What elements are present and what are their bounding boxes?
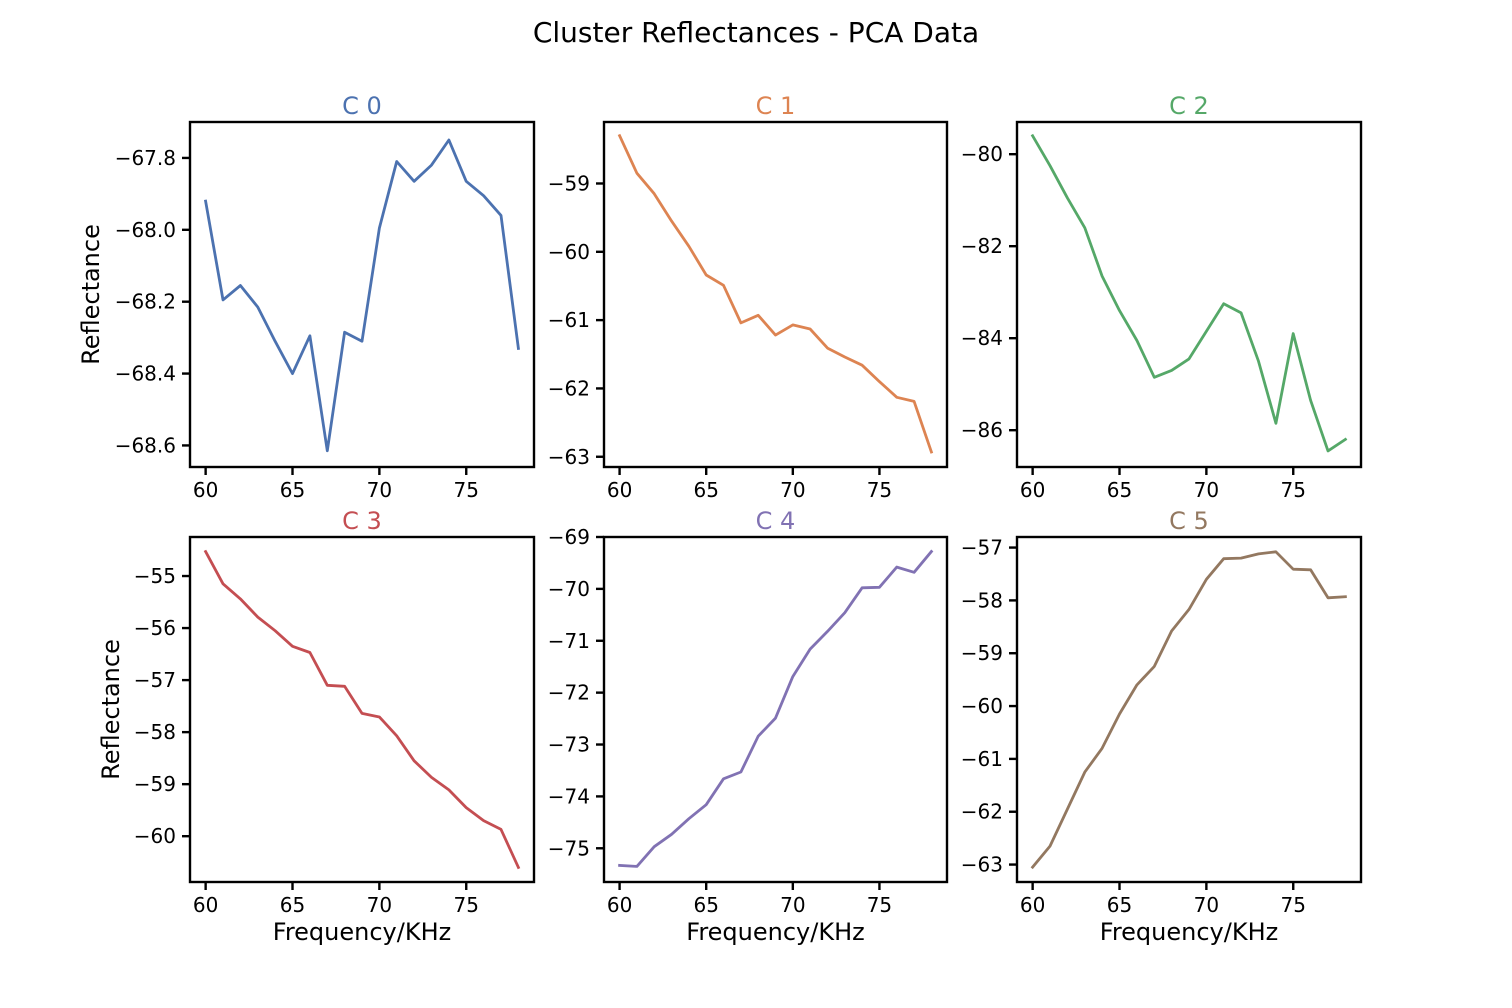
x-tick-label: 75 [1281,478,1306,502]
y-tick-label: −82 [961,234,1003,258]
y-tick-label: −55 [134,564,176,588]
y-tick-label: −61 [961,747,1003,771]
y-tick-label: −69 [548,525,590,549]
x-tick-label: 65 [693,893,718,917]
y-tick-label: −60 [961,694,1003,718]
x-tick-label: 65 [1107,478,1132,502]
x-tick-label: 65 [1107,893,1132,917]
y-tick-label: −73 [548,733,590,757]
y-axis-label: Reflectance [97,639,125,780]
y-tick-label: −56 [134,616,176,640]
panels: C 0 60 65 70 75 −67.8 −68.0 −68.2 −68.4 −68.6 Refl… [77,92,1363,946]
y-tick-label: −59 [548,171,590,195]
plot-frame [188,120,536,469]
x-axis-label: Frequency/KHz [686,918,864,946]
subplot-4: C 4 60 65 70 75 −69 −70 −71 −72 −73 −74 −75 Frequenc… [548,507,949,946]
y-tick-label: −62 [961,800,1003,824]
y-tick-label: −58 [134,720,176,744]
x-tick-label: 70 [367,893,392,917]
y-tick-label: −67.8 [115,146,176,170]
y-tick-label: −75 [548,836,590,860]
subplot-title: C 5 [1169,507,1209,535]
x-tick-label: 60 [1020,893,1045,917]
x-tick-label: 75 [867,478,892,502]
y-tick-label: −59 [134,772,176,796]
subplot-title: C 4 [756,507,796,535]
x-tick-label: 70 [367,478,392,502]
x-tick-label: 75 [867,893,892,917]
x-axis-label: Frequency/KHz [273,918,451,946]
plot-frame [602,120,949,469]
x-tick-label: 65 [693,478,718,502]
x-tick-label: 75 [1281,893,1306,917]
x-tick-label: 65 [280,478,305,502]
subplot-title: C 1 [756,92,796,120]
x-tick-label: 60 [193,478,218,502]
subplot-3: C 3 60 65 70 75 −55 −56 −57 −58 −59 −60 Frequency/K… [97,507,536,946]
y-tick-label: −63 [961,853,1003,877]
series-line [1030,550,1347,870]
plot-frame [1015,120,1363,469]
x-tick-label: 70 [1194,893,1219,917]
plot-frame [602,535,949,884]
y-tick-label: −68.6 [115,433,176,457]
plot-frame [188,535,536,884]
x-tick-label: 75 [454,893,479,917]
series-line [618,549,934,868]
subplot-1: C 1 60 65 70 75 −59 −60 −61 −62 −63 [548,92,949,502]
subplot-title: C 0 [342,92,382,120]
series-line [1030,133,1348,453]
y-tick-label: −68.2 [115,290,176,314]
y-tick-label: −70 [548,577,590,601]
y-tick-label: −80 [961,142,1003,166]
y-tick-label: −74 [548,784,590,808]
series-line [203,138,520,453]
plot-frame [1015,535,1363,884]
y-tick-label: −58 [961,588,1003,612]
y-tick-label: −60 [548,240,590,264]
subplot-title: C 3 [342,507,382,535]
subplot-2: C 2 60 65 70 75 −80 −82 −84 −86 [961,92,1363,502]
y-tick-label: −71 [548,629,590,653]
y-tick-label: −61 [548,308,590,332]
y-tick-label: −68.4 [115,362,176,386]
y-tick-label: −68.0 [115,218,176,242]
y-tick-label: −62 [548,376,590,400]
x-tick-label: 70 [780,893,805,917]
y-tick-label: −72 [548,681,590,705]
y-tick-label: −57 [134,668,176,692]
y-tick-label: −63 [548,445,590,469]
subplot-title: C 2 [1169,92,1209,120]
y-tick-label: −84 [961,326,1003,350]
y-tick-label: −86 [961,418,1003,442]
y-tick-label: −57 [961,536,1003,560]
x-tick-label: 70 [780,478,805,502]
x-tick-label: 65 [280,893,305,917]
series-line [203,549,521,870]
figure-title: Cluster Reflectances - PCA Data [533,16,979,49]
x-tick-label: 70 [1194,478,1219,502]
x-tick-label: 60 [607,478,632,502]
y-axis-label: Reflectance [77,224,105,365]
x-tick-label: 60 [1020,478,1045,502]
x-tick-label: 60 [607,893,632,917]
subplot-5: C 5 60 65 70 75 −57 −58 −59 −60 −61 −62 −63 Frequenc… [961,507,1363,946]
y-tick-label: −59 [961,641,1003,665]
x-tick-label: 60 [193,893,218,917]
x-axis-label: Frequency/KHz [1100,918,1278,946]
y-tick-label: −60 [134,824,176,848]
x-tick-label: 75 [454,478,479,502]
subplot-0: C 0 60 65 70 75 −67.8 −68.0 −68.2 −68.4 −68.6 Refl… [77,92,536,502]
series-line [617,133,934,454]
